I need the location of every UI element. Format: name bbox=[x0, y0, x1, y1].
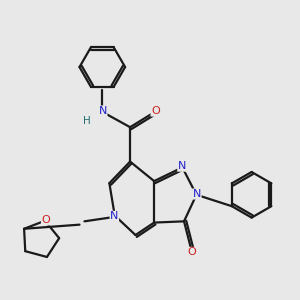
Text: O: O bbox=[41, 215, 50, 225]
Text: N: N bbox=[178, 161, 186, 171]
Text: N: N bbox=[110, 212, 118, 221]
Text: O: O bbox=[187, 248, 196, 257]
Text: O: O bbox=[151, 106, 160, 116]
Text: N: N bbox=[98, 106, 107, 116]
Text: H: H bbox=[83, 116, 91, 126]
Text: N: N bbox=[193, 189, 201, 199]
